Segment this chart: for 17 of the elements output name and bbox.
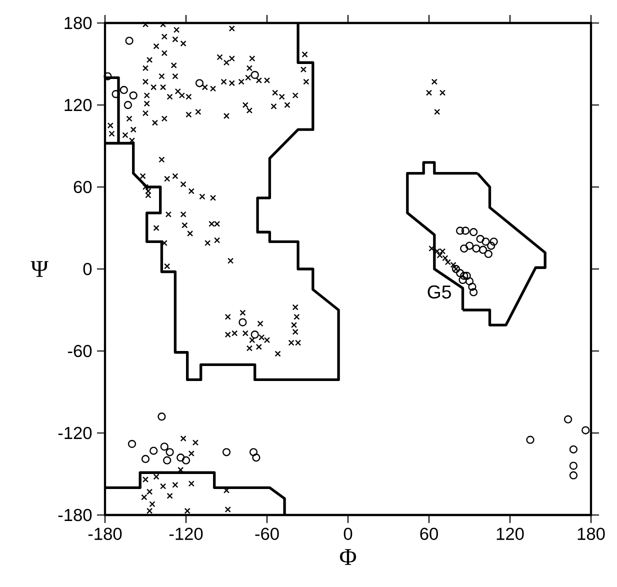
y-tick-label: -180	[58, 508, 92, 522]
x-tick-label: 0	[344, 528, 352, 540]
y-tick-label: 180	[64, 16, 92, 30]
x-tick-label: 180	[578, 528, 605, 540]
x-tick-label: -120	[169, 528, 203, 540]
x-tick-label: 60	[420, 528, 438, 540]
x-tick-label: 120	[496, 528, 524, 540]
y-tick-label: 0	[83, 262, 92, 276]
x-axis-title: Φ	[340, 549, 356, 565]
x-tick-label: -180	[88, 528, 122, 540]
y-axis-title: Ψ	[30, 261, 48, 277]
y-tick-label: 120	[64, 98, 92, 112]
y-tick-label: -120	[58, 426, 92, 440]
y-tick-label: 60	[74, 180, 92, 194]
annotation: G5	[428, 285, 451, 299]
x-tick-label: -60	[255, 528, 279, 540]
y-tick-label: -60	[68, 344, 92, 358]
